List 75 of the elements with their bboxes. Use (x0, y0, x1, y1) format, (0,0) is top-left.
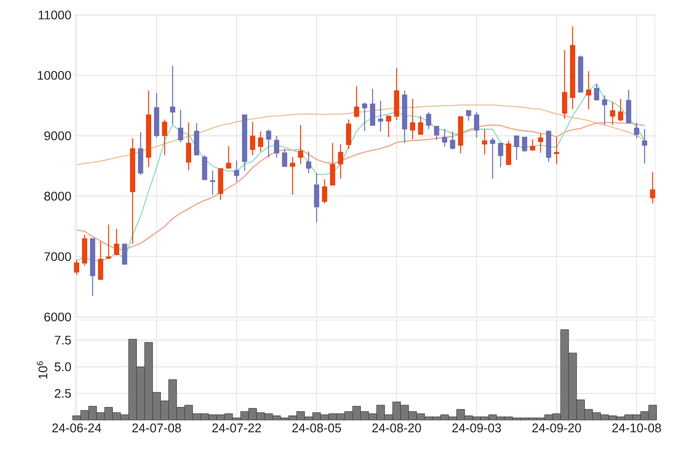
candlestick (610, 101, 616, 126)
candlestick (426, 112, 432, 130)
candlestick (514, 134, 520, 160)
candlestick (290, 156, 296, 196)
candlestick (362, 102, 368, 132)
candlestick (410, 98, 416, 140)
candlestick (178, 109, 184, 143)
candlestick (98, 240, 104, 281)
candlestick (642, 128, 648, 164)
candlestick (482, 128, 488, 156)
candlestick (162, 118, 168, 156)
candlestick (346, 118, 352, 150)
y-tick-label: 10000 (38, 70, 71, 80)
candlestick (274, 135, 280, 158)
candlestick (226, 146, 232, 169)
candlestick (170, 65, 176, 125)
candlestick (498, 142, 504, 168)
candlestick (530, 138, 536, 151)
candlestick (330, 142, 336, 186)
candlestick (186, 122, 192, 171)
candlestick (434, 126, 440, 141)
candlestick (114, 228, 120, 256)
candlestick (506, 140, 512, 166)
y-tick-label: 7000 (44, 252, 71, 262)
candlestick (586, 70, 592, 110)
candlestick (450, 131, 456, 150)
y-tick-label: 6000 (44, 312, 71, 322)
candlestick (210, 170, 216, 196)
candlestick (306, 151, 312, 174)
candlestick (314, 172, 320, 223)
x-tick-label: 24-09-20 (532, 424, 582, 432)
candlestick (266, 129, 272, 158)
candlestick (522, 136, 528, 153)
candlestick (298, 124, 304, 165)
y-axis-title: 10$^{6}$ (36, 361, 48, 379)
candlestick (106, 224, 112, 260)
candlestick (338, 144, 344, 180)
y-tick-label: 8000 (44, 192, 71, 201)
candlestick (554, 137, 560, 165)
x-tick-label: 24-07-08 (132, 424, 181, 432)
x-tick-label: 24-07-22 (212, 424, 261, 432)
candlestick (322, 178, 328, 204)
candlestick (258, 131, 264, 152)
candlestick (234, 160, 240, 182)
candlestick (378, 100, 384, 132)
candlestick (74, 259, 80, 276)
y-tick-label: 2.5 (54, 389, 71, 398)
candlestick (418, 115, 424, 136)
y-tick-label: 9000 (44, 131, 71, 140)
y-tick-label: 7.5 (54, 336, 71, 345)
y-tick-label: 5.0 (54, 362, 71, 372)
candlestick (370, 88, 376, 126)
candlestick (634, 122, 640, 139)
candlestick (490, 137, 496, 180)
candlestick (602, 94, 608, 126)
x-tick-label: 24-08-20 (372, 424, 422, 432)
candlestick (594, 83, 600, 101)
x-tick-label: 24-09-03 (452, 424, 501, 432)
candlestick (650, 172, 656, 204)
candlestick (202, 154, 208, 180)
candlestick (354, 86, 360, 118)
candlestick (474, 112, 480, 138)
candlestick (442, 128, 448, 148)
candlestick (386, 115, 392, 138)
y-tick-label: 11000 (38, 10, 71, 20)
candlestick (282, 148, 288, 168)
candlestick (250, 121, 256, 156)
candlestick (618, 98, 624, 122)
candlestick (538, 132, 544, 154)
candlestick (562, 50, 568, 120)
candlestick (122, 243, 128, 265)
candlestick (626, 89, 632, 124)
x-tick-label: 24-08-05 (292, 424, 341, 432)
x-tick-label: 24-10-08 (612, 424, 661, 432)
x-tick-label: 24-06-24 (52, 424, 102, 432)
